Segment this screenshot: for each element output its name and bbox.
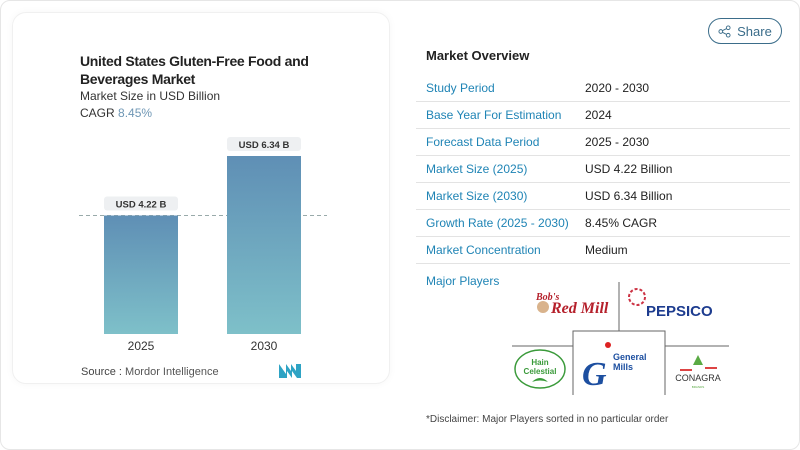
row-label: Base Year For Estimation (426, 108, 562, 122)
share-button[interactable]: Share (708, 18, 782, 44)
mordor-logo-icon (279, 364, 301, 378)
row-value: 2024 (585, 108, 612, 122)
share-label: Share (737, 23, 772, 39)
row-label: Study Period (426, 81, 495, 95)
row-value: 2020 - 2030 (585, 81, 650, 95)
row-value: USD 6.34 Billion (585, 189, 673, 203)
row-value: USD 4.22 Billion (585, 162, 673, 176)
x-tick-label: 2025 (128, 339, 155, 353)
source: Source : Mordor Intelligence (81, 366, 219, 378)
data-label-bg (104, 196, 178, 211)
cagr: CAGR 8.45% (80, 106, 152, 120)
source-label: Source : (81, 366, 122, 378)
major-players-label: Major Players (426, 274, 500, 288)
overview-row: Forecast Data Period 2025 - 2030 (416, 129, 790, 156)
chart-title: United States Gluten-Free Food and Bever… (80, 53, 309, 87)
source-value: Mordor Intelligence (125, 366, 219, 378)
chart-card (12, 12, 390, 384)
overview-row: Growth Rate (2025 - 2030) 8.45% CAGR (416, 210, 790, 237)
cagr-value: 8.45% (118, 106, 153, 120)
x-tick-label: 2030 (251, 339, 278, 353)
overview-title: Market Overview (426, 48, 530, 63)
chart-subtitle: Market Size in USD Billion (80, 89, 221, 103)
row-label: Growth Rate (2025 - 2030) (426, 216, 569, 230)
overview-row: Base Year For Estimation 2024 (416, 102, 790, 129)
disclaimer: *Disclaimer: Major Players sorted in no … (426, 414, 669, 425)
bar-2025 (104, 215, 178, 334)
row-value: 8.45% CAGR (585, 216, 658, 230)
overview-row: Market Concentration Medium (416, 237, 790, 264)
row-label: Market Size (2030) (426, 189, 528, 203)
row-value: Medium (585, 243, 628, 257)
row-label: Market Concentration (426, 243, 541, 257)
data-label: USD 6.34 B (239, 140, 290, 151)
bar-2030 (227, 156, 301, 334)
overview-row: Market Size (2030) USD 6.34 Billion (416, 183, 790, 210)
row-label: Market Size (2025) (426, 162, 528, 176)
bar-chart: USD 4.22 B 2025 USD 6.34 B 2030 (79, 137, 327, 353)
row-value: 2025 - 2030 (585, 135, 650, 149)
data-label: USD 4.22 B (116, 200, 167, 211)
share-icon (718, 24, 731, 38)
overview-row: Market Size (2025) USD 4.22 Billion (416, 156, 790, 183)
row-label: Forecast Data Period (426, 135, 540, 149)
cagr-label: CAGR (80, 106, 115, 120)
data-label-bg (227, 137, 301, 151)
overview-row: Study Period 2020 - 2030 (416, 75, 790, 102)
